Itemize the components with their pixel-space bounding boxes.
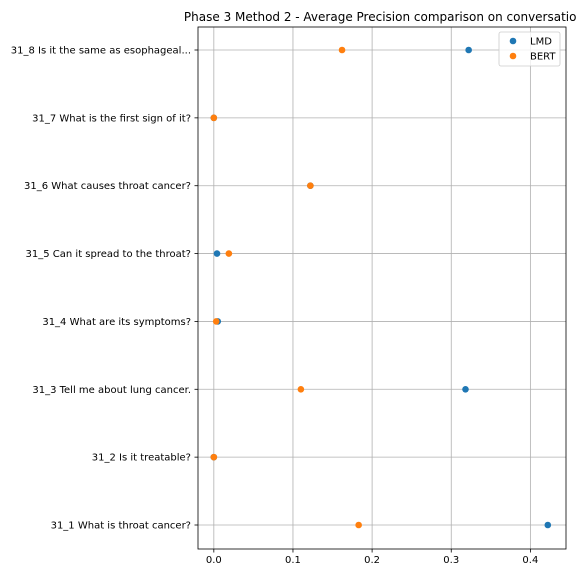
point-lmd xyxy=(462,385,469,393)
point-bert xyxy=(355,521,362,529)
x-tick-label: 0.0 xyxy=(206,555,222,566)
y-tick-label: 31_7 What is the first sign of it? xyxy=(32,113,191,124)
chart-title: Phase 3 Method 2 - Average Precision com… xyxy=(184,10,576,24)
legend-label: LMD xyxy=(530,37,552,48)
point-bert xyxy=(210,114,218,122)
point-bert xyxy=(297,385,305,393)
point-lmd xyxy=(544,521,552,529)
point-bert xyxy=(225,250,233,257)
y-tick-label: 31_5 Can it spread to the throat? xyxy=(26,249,191,260)
x-tick-label: 0.2 xyxy=(364,555,380,566)
y-tick-label: 31_8 Is it the same as esophageal... xyxy=(11,46,191,57)
x-tick-label: 0.3 xyxy=(443,555,459,566)
point-bert xyxy=(307,182,314,190)
x-axis-ticks: 0.0 0.1 0.2 0.3 0.4 xyxy=(206,549,538,566)
point-lmd xyxy=(465,46,472,54)
data-points xyxy=(210,46,552,529)
legend-marker-bert xyxy=(509,52,517,60)
point-bert xyxy=(212,318,220,325)
y-tick-label: 31_4 What are its symptoms? xyxy=(42,317,191,328)
y-tick-label: 31_3 Tell me about lung cancer. xyxy=(32,385,191,396)
legend-marker-lmd xyxy=(509,37,517,45)
x-tick-label: 0.1 xyxy=(285,555,301,566)
y-tick-label: 31_2 Is it treatable? xyxy=(92,453,191,464)
y-tick-label: 31_6 What causes throat cancer? xyxy=(24,181,191,192)
y-tick-label: 31_1 What is throat cancer? xyxy=(51,521,191,532)
grid xyxy=(198,27,566,549)
point-lmd xyxy=(213,250,221,257)
legend-label: BERT xyxy=(530,52,556,63)
y-axis-ticks: 31_1 What is throat cancer? 31_2 Is it tr… xyxy=(11,46,198,532)
legend: LMD BERT xyxy=(498,31,561,67)
plot-frame xyxy=(197,26,567,550)
point-bert xyxy=(210,453,218,461)
x-tick-label: 0.4 xyxy=(522,555,538,566)
point-bert xyxy=(338,46,346,54)
